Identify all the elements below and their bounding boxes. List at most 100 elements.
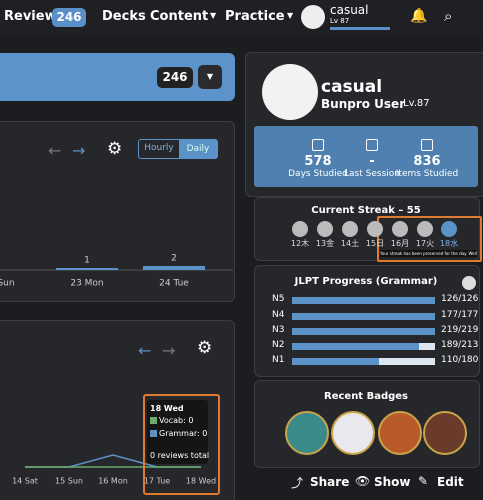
streak-day: 17火 xyxy=(415,239,435,248)
jlpt-count: 189/213 xyxy=(441,340,479,350)
stat-icon xyxy=(421,139,433,151)
bell-icon[interactable]: 🔔 xyxy=(410,8,428,24)
refresh-icon[interactable] xyxy=(462,276,476,290)
badge[interactable] xyxy=(331,411,375,455)
bar xyxy=(143,266,205,270)
streak-day-icon xyxy=(441,221,457,237)
jlpt-title: JLPT Progress (Grammar) xyxy=(294,276,438,287)
stat-value: - xyxy=(369,154,375,169)
settings-icon[interactable]: ⚙ xyxy=(107,139,123,159)
next-arrow[interactable]: → xyxy=(72,141,86,160)
stats-band xyxy=(254,126,478,187)
streak-day-icon xyxy=(317,221,333,237)
review-banner xyxy=(0,53,235,101)
tooltip-line: Grammar: 0 xyxy=(159,429,208,438)
nav-user[interactable]: casual xyxy=(330,3,369,17)
action-icon[interactable]: ✎ xyxy=(418,474,429,488)
badge[interactable] xyxy=(423,411,467,455)
tooltip xyxy=(147,400,208,464)
nav-content[interactable]: Content xyxy=(150,9,209,24)
x-tick-label: 14 Sat xyxy=(12,477,38,486)
action[interactable]: Show xyxy=(374,475,411,489)
jlpt-bar xyxy=(292,358,380,365)
stat-value: 578 xyxy=(304,154,332,169)
prev-arrow[interactable]: ← xyxy=(138,341,152,360)
swatch xyxy=(150,430,157,437)
tooltip-total: 0 reviews total xyxy=(150,451,210,460)
jlpt-bar xyxy=(292,297,435,304)
nav-decks[interactable]: Decks xyxy=(102,9,146,24)
streak-day: 18水 xyxy=(439,239,459,248)
badges-title: Recent Badges xyxy=(324,391,408,402)
streak-title: Current Streak – 55 xyxy=(311,205,421,216)
next-arrow[interactable]: → xyxy=(162,341,176,360)
streak-day: 16月 xyxy=(390,239,410,248)
badge[interactable] xyxy=(285,411,329,455)
x-tick-label: 18 Wed xyxy=(186,477,216,486)
tooltip-title: 18 Wed xyxy=(150,404,184,413)
action-icon[interactable]: ⤴ xyxy=(291,476,304,490)
jlpt-bar xyxy=(292,313,435,320)
jlpt-bar xyxy=(292,343,419,350)
streak-day: 13金 xyxy=(315,239,335,248)
highlight-box xyxy=(377,216,482,262)
x-tick-label: 17 Tue xyxy=(144,477,170,486)
stat-icon xyxy=(366,139,378,151)
toggle-daily[interactable]: Daily xyxy=(179,140,217,158)
search-icon[interactable]: ⌕ xyxy=(444,7,453,25)
badge[interactable] xyxy=(378,411,422,455)
streak-day: 14土 xyxy=(340,239,360,248)
jlpt-count: 219/219 xyxy=(441,325,479,335)
x-tick-label: 15 Sun xyxy=(55,477,83,486)
jlpt-level: N4 xyxy=(272,310,285,320)
jlpt-count: 110/180 xyxy=(441,355,479,365)
jlpt-level: N2 xyxy=(272,340,285,350)
avatar[interactable] xyxy=(301,5,325,29)
profile-level: Lv.87 xyxy=(403,98,430,109)
bar xyxy=(56,268,118,270)
profile-role: Bunpro User xyxy=(321,97,406,111)
dropdown[interactable]: ▼ xyxy=(198,65,222,89)
toggle xyxy=(138,139,218,159)
bar-label: 2 xyxy=(171,254,177,264)
streak-day-icon xyxy=(292,221,308,237)
streak-day: 12木 xyxy=(290,239,310,248)
prev-arrow[interactable]: ← xyxy=(48,141,62,160)
bar-label: 1 xyxy=(84,256,90,266)
settings-icon[interactable]: ⚙ xyxy=(197,338,213,358)
banner-count: 246 xyxy=(157,67,193,88)
jlpt-level: N5 xyxy=(272,294,285,304)
profile-avatar xyxy=(262,64,318,120)
streak-day-icon xyxy=(392,221,408,237)
review-count[interactable]: 246 xyxy=(52,8,86,27)
streak-day: 15日 xyxy=(365,239,385,248)
jlpt-level: N3 xyxy=(272,325,285,335)
streak-day-icon xyxy=(367,221,383,237)
jlpt-count: 177/177 xyxy=(441,310,479,320)
jlpt-count: 126/126 xyxy=(441,294,479,304)
action-icon[interactable]: 👁 xyxy=(355,474,371,488)
caret: ▼ xyxy=(287,11,294,20)
x-tick-label: 16 Mon xyxy=(98,477,128,486)
nav-level: Lv 87 xyxy=(330,17,350,25)
streak-day-icon xyxy=(342,221,358,237)
x-tick-label: 24 Tue xyxy=(159,279,189,289)
action[interactable]: Share xyxy=(310,475,350,489)
nav-practice[interactable]: Practice xyxy=(225,9,285,24)
stat-value: 836 xyxy=(413,154,441,169)
action[interactable]: Edit xyxy=(437,475,464,489)
stat-label: Items Studied xyxy=(395,169,459,179)
streak-day-icon xyxy=(417,221,433,237)
stat-label: Days Studied xyxy=(288,169,348,179)
stat-icon xyxy=(312,139,324,151)
streak-tooltip: Your streak has been preserved for the d… xyxy=(380,250,477,257)
profile-name: casual xyxy=(321,77,383,97)
toggle-hourly[interactable]: Hourly xyxy=(144,143,174,153)
x-tick-label: Sun xyxy=(0,279,15,289)
nav-review[interactable]: Review xyxy=(4,9,57,24)
jlpt-level: N1 xyxy=(272,355,285,365)
xp-bar xyxy=(330,27,390,30)
